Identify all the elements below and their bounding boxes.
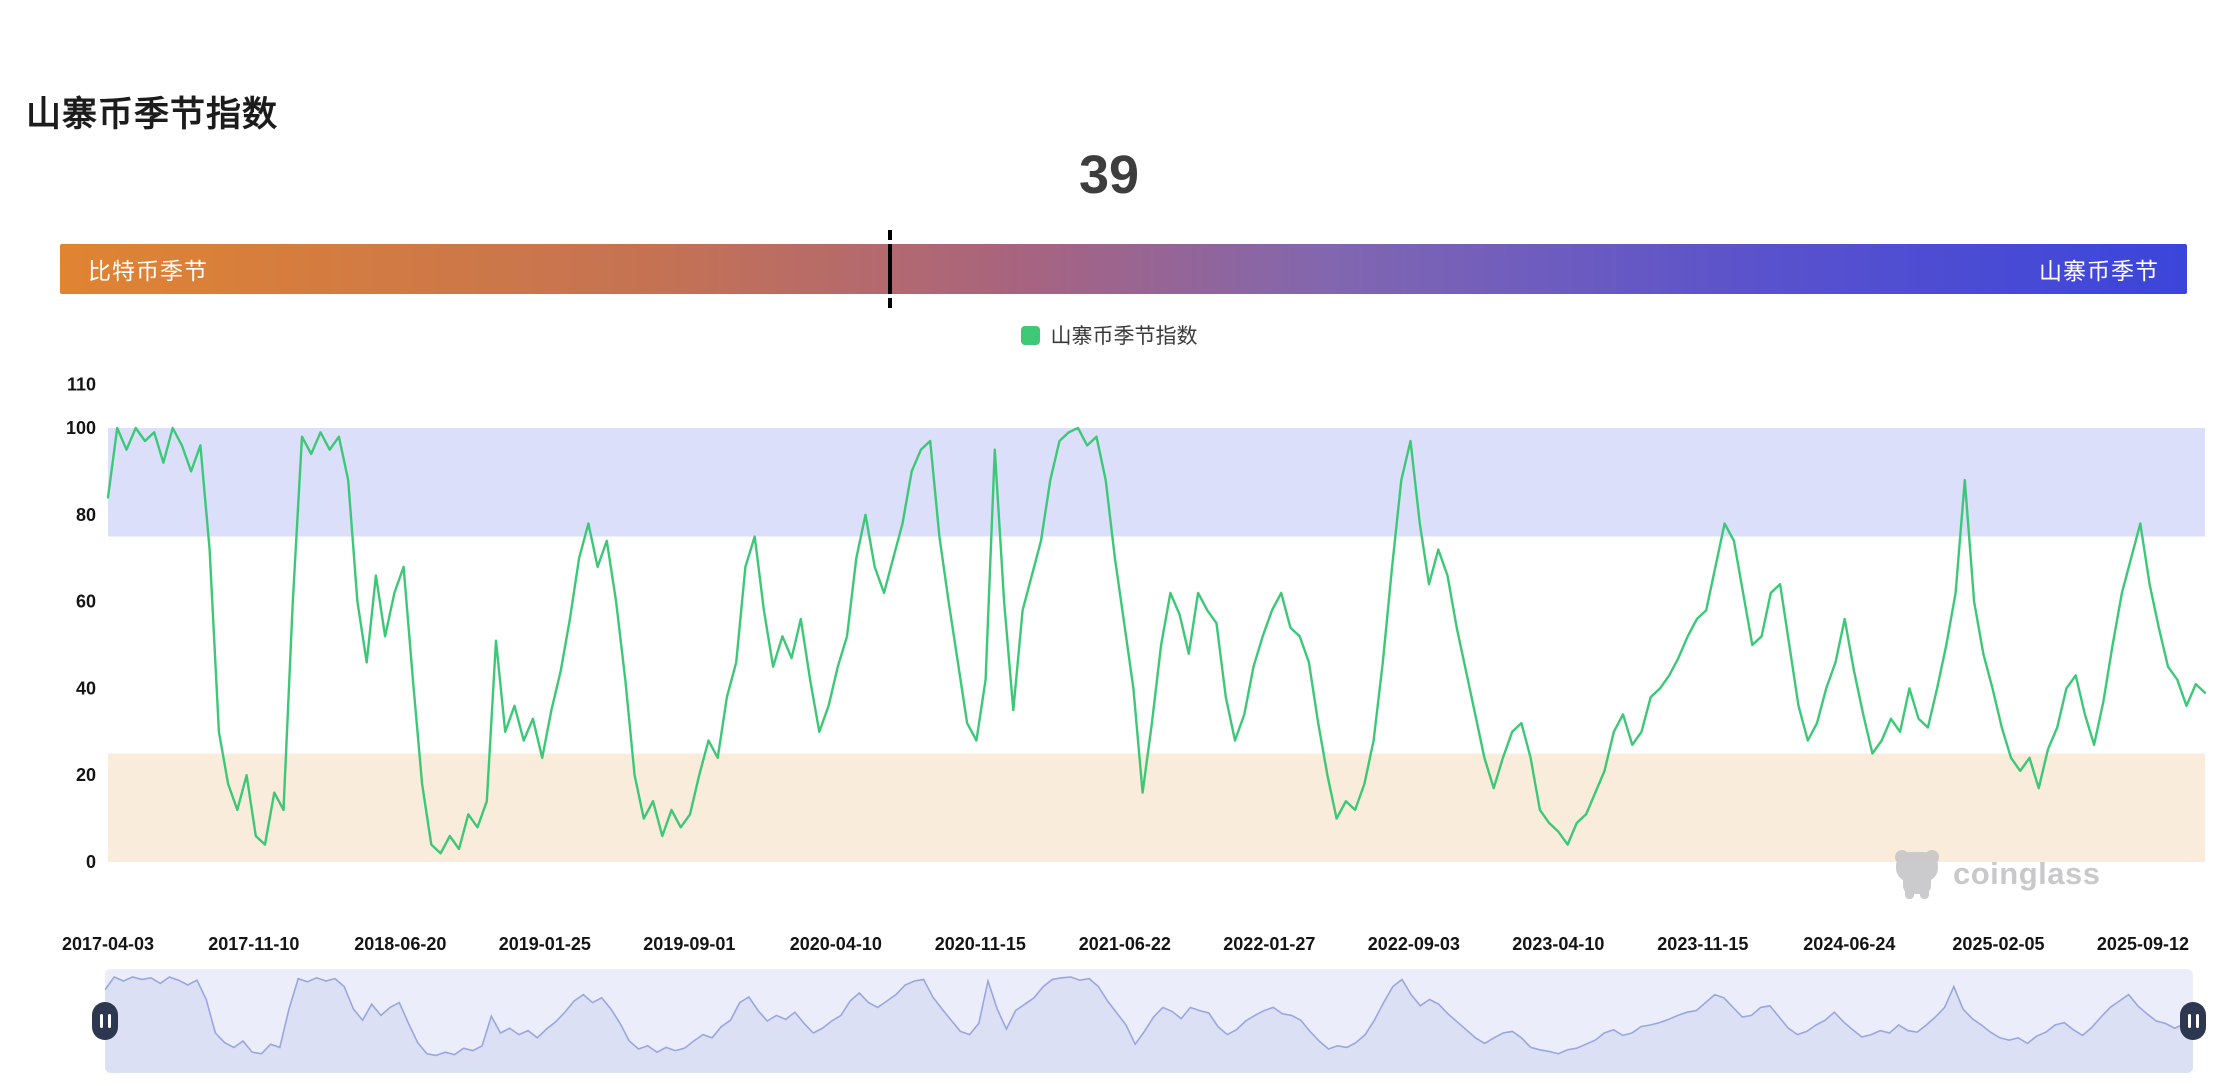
y-axis-tick-label: 40 (76, 678, 96, 698)
current-index-value: 39 (1078, 145, 1140, 205)
y-axis-tick-label: 0 (86, 852, 96, 872)
x-axis-tick-label: 2017-11-10 (208, 934, 299, 954)
navigator-line-series (105, 976, 2193, 1057)
x-axis-tick-label: 2017-04-03 (62, 934, 154, 954)
pause-icon (2187, 1014, 2191, 1028)
page-title: 山寨币季节指数 (26, 95, 279, 134)
x-axis-tick-label: 2021-06-22 (1079, 934, 1171, 954)
legend-label: 山寨币季节指数 (1050, 325, 1198, 348)
chart-legend[interactable]: 山寨币季节指数 (0, 320, 2218, 350)
x-axis-tick-label: 2020-04-10 (790, 934, 882, 954)
x-axis-tick-label: 2020-11-15 (935, 934, 1026, 954)
x-axis-tick-label: 2022-09-03 (1368, 934, 1460, 954)
navigator[interactable] (92, 969, 2206, 1073)
x-axis-tick-label: 2019-01-25 (499, 934, 591, 954)
navigator-handle-right[interactable] (2180, 1002, 2206, 1040)
x-axis-tick-label: 2025-09-12 (2097, 934, 2189, 954)
altcoin-season-band (108, 428, 2205, 537)
x-axis-tick-label: 2022-01-27 (1223, 934, 1315, 954)
y-axis-tick-label: 80 (76, 505, 96, 525)
y-axis-tick-label: 20 (76, 765, 96, 785)
bitcoin-season-band (108, 753, 2205, 862)
y-axis-tick-label: 110 (67, 375, 96, 395)
bitcoin-season-label: 比特币季节 (88, 258, 208, 284)
x-axis-tick-label: 2018-06-20 (354, 934, 446, 954)
season-gauge: 比特币季节 山寨币季节 (60, 230, 2187, 308)
x-axis-tick-label: 2023-11-15 (1657, 934, 1748, 954)
x-axis-tick-label: 2024-06-24 (1803, 934, 1895, 954)
x-axis-tick-label: 2019-09-01 (643, 934, 735, 954)
x-axis-tick-label: 2023-04-10 (1512, 934, 1604, 954)
x-axis-tick-label: 2025-02-05 (1952, 934, 2044, 954)
y-axis-tick-label: 60 (76, 592, 96, 612)
main-chart[interactable]: 110 100 80 60 40 20 0 2017-04-03 2017-11-10 2018-… (0, 350, 2218, 990)
legend-swatch (1020, 325, 1040, 345)
navigator-handle-left[interactable] (92, 1002, 118, 1040)
index-line-series (106, 426, 2207, 855)
gauge-value-marker (887, 230, 892, 308)
altcoin-season-label: 山寨币季节 (2039, 258, 2159, 284)
navigator-mini-chart (105, 969, 2193, 1073)
pause-icon (99, 1014, 103, 1028)
y-axis-tick-label: 100 (66, 418, 96, 438)
